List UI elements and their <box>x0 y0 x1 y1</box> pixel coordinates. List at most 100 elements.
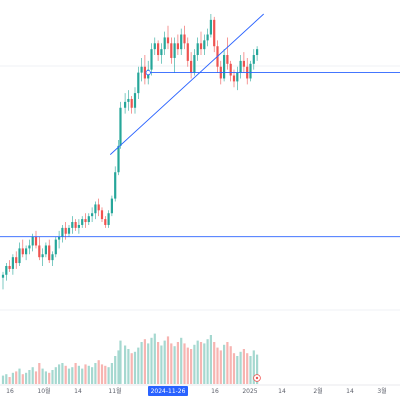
candle-body <box>256 49 259 56</box>
volume-bar <box>236 356 239 384</box>
candle-body <box>119 107 122 146</box>
volume-bar <box>199 342 203 384</box>
candle-body <box>249 63 252 79</box>
volume-bar <box>81 368 84 384</box>
volume-bar <box>64 365 67 384</box>
candle-body <box>157 43 160 56</box>
tick-label: 10월 <box>37 387 50 395</box>
volume-bar <box>107 367 110 384</box>
candle-body <box>206 34 209 41</box>
candle-body <box>213 19 216 47</box>
candle-body <box>239 60 242 73</box>
volume-bar <box>31 367 34 384</box>
volume-bar <box>186 347 189 384</box>
tick-label: 14 <box>278 388 286 395</box>
volume-bar <box>48 372 51 384</box>
candle-body <box>150 49 153 70</box>
horizontal-line-anchor <box>145 70 151 76</box>
volume-bar <box>87 365 90 384</box>
volume-bar <box>18 368 21 384</box>
tick-label: 2월 <box>313 387 322 395</box>
volume-bar <box>246 353 249 384</box>
candle-body <box>107 213 110 225</box>
candle-body <box>21 248 24 255</box>
candle-body <box>153 43 156 50</box>
volume-bar <box>170 343 173 384</box>
candle-body <box>130 98 133 108</box>
candle-body <box>163 37 166 50</box>
candle-body <box>44 245 47 255</box>
candle-body <box>61 227 64 237</box>
volume-bar <box>163 340 166 384</box>
volume-bar <box>239 351 242 384</box>
volume-bar <box>119 340 122 384</box>
candle-body <box>143 66 146 79</box>
volume-bar <box>232 353 236 384</box>
volume-bar <box>130 353 133 384</box>
volume-bar <box>1 375 5 384</box>
candle-body <box>1 274 5 278</box>
volume-bar <box>193 344 196 384</box>
tick-label: 16 <box>6 388 14 395</box>
tick-label: 14 <box>74 388 82 395</box>
candle-body <box>15 257 18 264</box>
volume-bar <box>100 364 104 384</box>
trend-line <box>109 13 265 155</box>
volume-bar <box>183 343 186 384</box>
volume-bar <box>124 345 127 384</box>
volume-bar <box>84 364 87 384</box>
volume-bar <box>206 339 209 384</box>
volume-bar <box>203 343 206 384</box>
volume-bar <box>67 368 71 384</box>
candle-body <box>117 145 120 173</box>
volume-bar <box>74 363 77 384</box>
volume-bar <box>38 363 41 384</box>
candle-body <box>67 227 71 234</box>
volume-bar <box>157 342 160 384</box>
volume-bar <box>173 346 176 384</box>
volume-bar <box>21 374 24 384</box>
candle-body <box>186 43 189 61</box>
candle-body <box>91 213 94 217</box>
volume-bar <box>229 346 232 384</box>
volume-bar <box>252 350 255 384</box>
candle-body <box>180 34 183 50</box>
volume-bar <box>147 343 150 384</box>
candle-body <box>41 254 44 258</box>
volume-bar <box>150 337 153 384</box>
volume-bar <box>41 368 44 384</box>
candle-body <box>114 172 117 199</box>
candle-body <box>11 257 14 269</box>
volume-bar <box>110 363 113 384</box>
volume-bar <box>51 370 54 384</box>
candle-body <box>173 43 176 58</box>
candle-body <box>140 66 143 73</box>
candle-body <box>97 204 100 211</box>
candle-body <box>94 204 97 214</box>
candle-body <box>87 216 90 223</box>
candle-body <box>226 55 229 64</box>
candle-body <box>166 37 170 44</box>
volume-bar <box>223 344 226 384</box>
candle-body <box>183 34 186 44</box>
candle-body <box>127 98 130 102</box>
candle-body <box>38 245 41 258</box>
target-icon[interactable] <box>253 374 261 382</box>
candle-body <box>81 219 84 225</box>
candle-body <box>48 245 51 261</box>
candle-body <box>71 222 74 228</box>
candle-body <box>190 60 193 73</box>
candle-body <box>133 93 137 108</box>
time-axis[interactable]: 16 10월 14 11월 2024-11-26 16 2025 14 2월 1… <box>6 386 387 396</box>
candle-body <box>236 72 239 82</box>
drawing-layer[interactable] <box>0 13 400 238</box>
volume-bar <box>15 371 18 384</box>
candle-body <box>54 239 57 255</box>
volume-layer <box>1 333 259 384</box>
volume-bar <box>127 349 130 384</box>
volume-bar <box>5 374 8 384</box>
volume-bar <box>249 356 252 384</box>
candle-body <box>203 40 206 50</box>
